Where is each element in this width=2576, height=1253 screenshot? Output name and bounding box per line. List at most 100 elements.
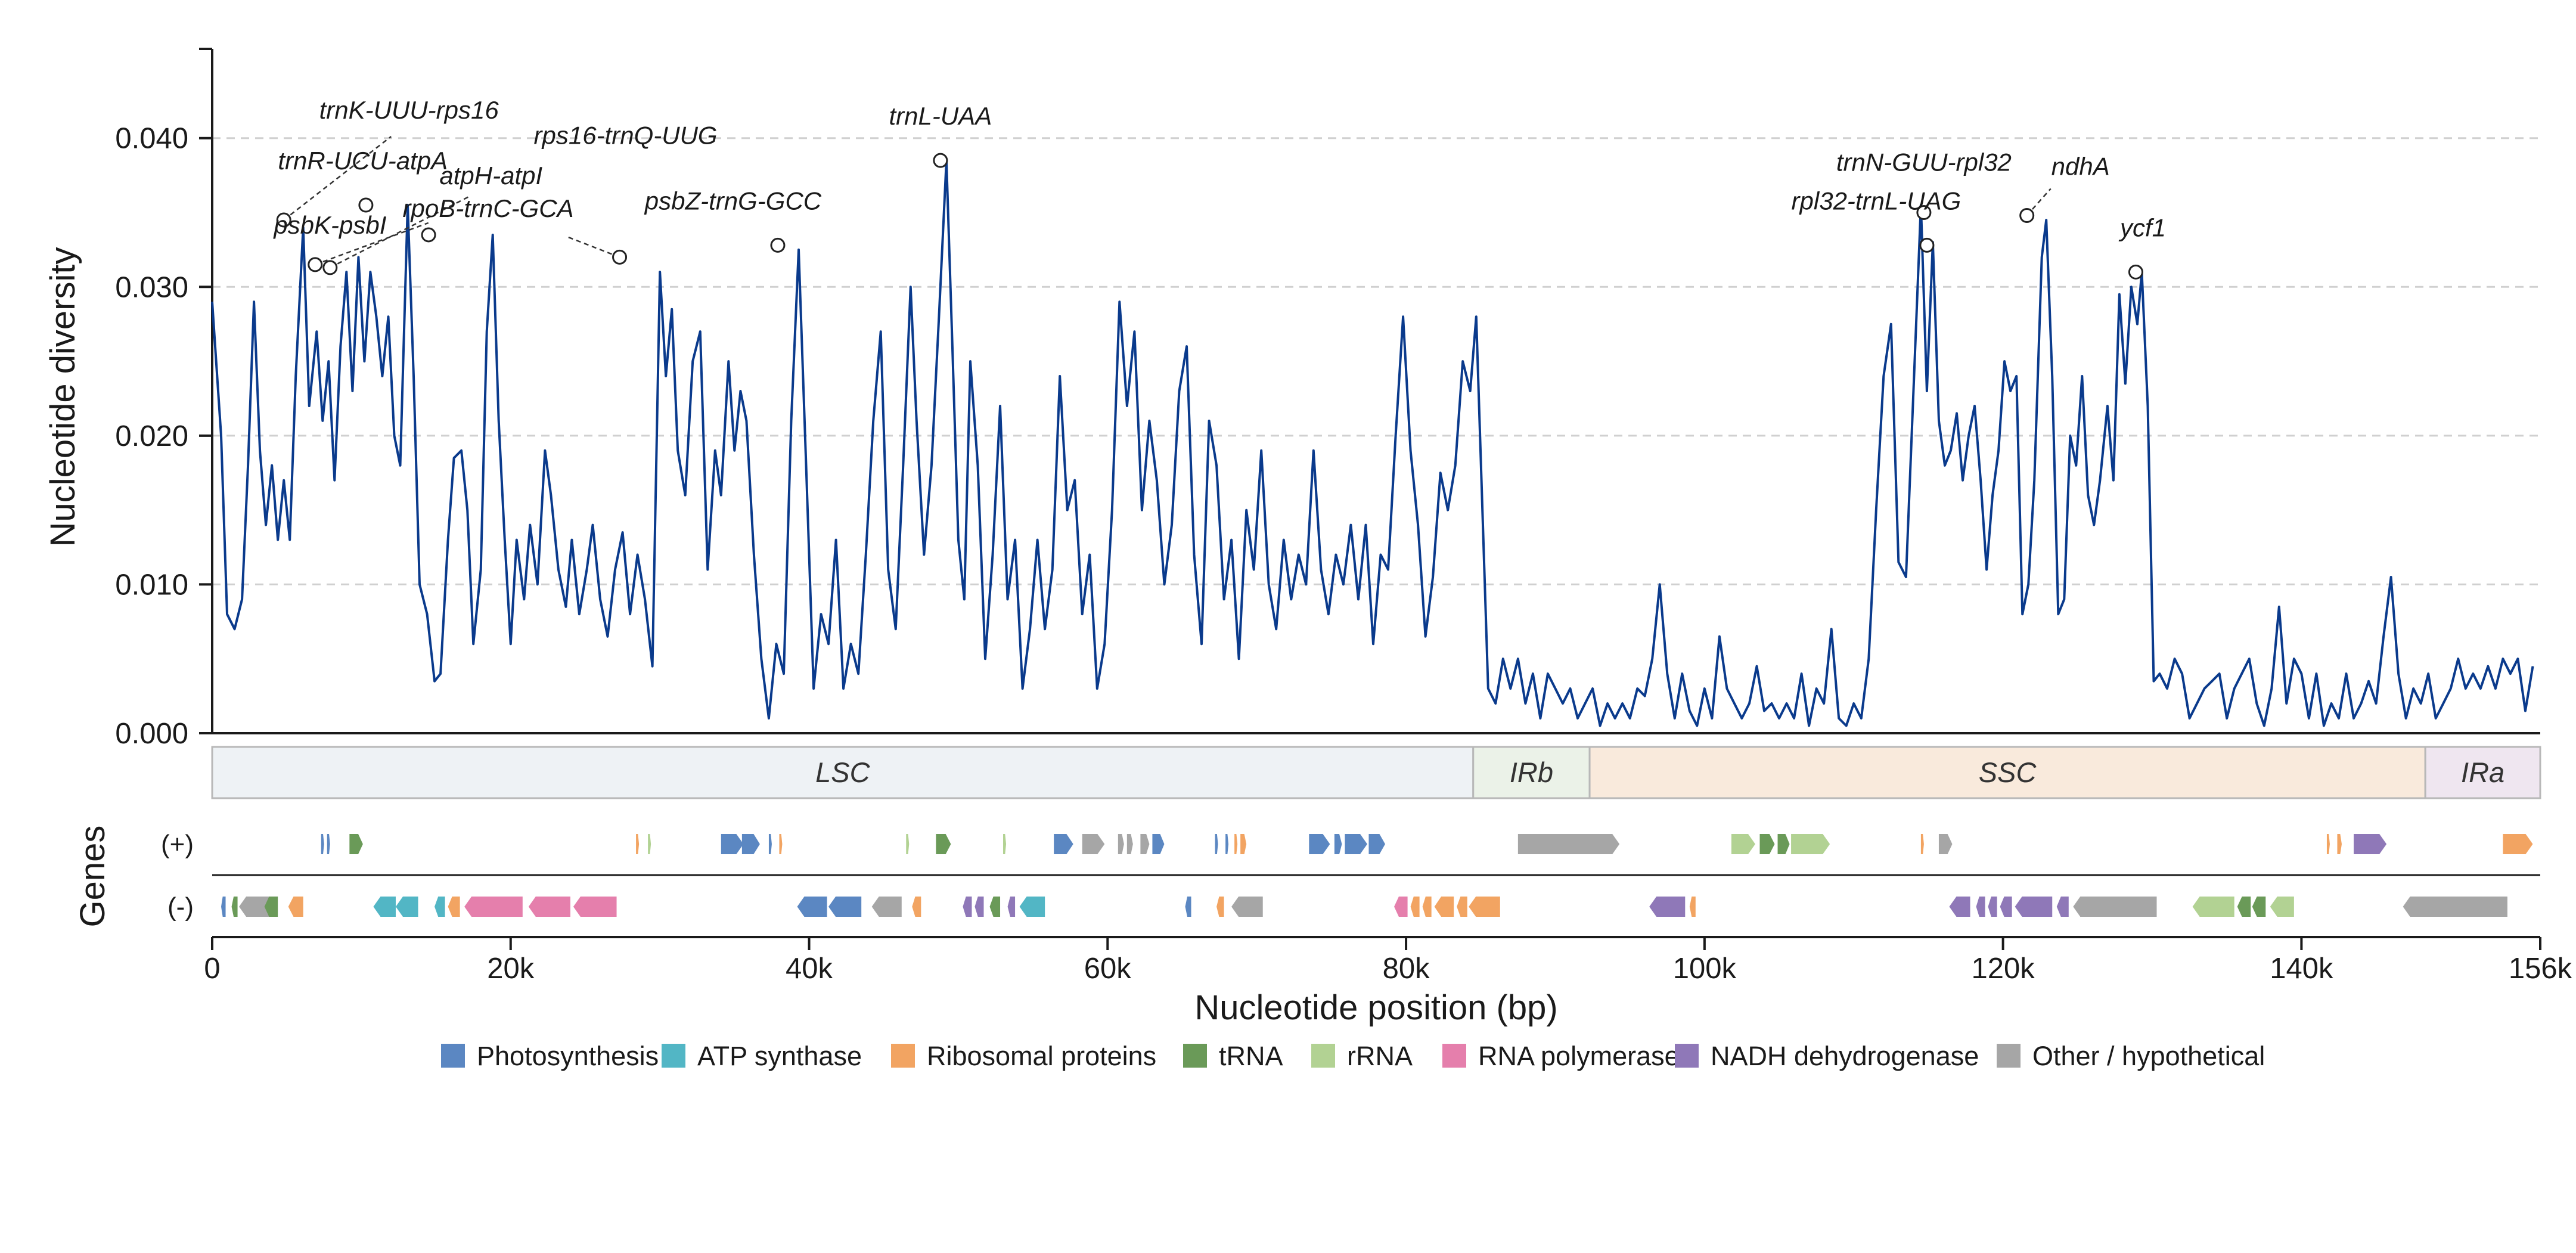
gene-plus (1759, 834, 1775, 854)
legend-label: NADH dehydrogenase (1711, 1041, 1979, 1071)
gene-plus (1938, 834, 1953, 854)
gene-plus (1791, 834, 1830, 854)
y-tick-label: 0.040 (115, 123, 188, 155)
gene-minus (288, 897, 303, 917)
peak-leader-line (2026, 188, 2052, 216)
gene-minus (1394, 897, 1408, 917)
legend-swatch (662, 1044, 685, 1068)
x-tick-label: 0 (204, 953, 220, 985)
x-tick-label: 120k (1971, 953, 2035, 985)
gene-minus (448, 897, 460, 917)
genes-axis-title: Genes (73, 826, 112, 928)
gene-minus (2056, 897, 2069, 917)
peak-leader-line (283, 136, 392, 221)
x-tick-label: 40k (786, 953, 833, 985)
y-tick-label: 0.000 (115, 718, 188, 750)
region-ssc (1588, 746, 2426, 799)
gene-minus (1007, 897, 1016, 917)
gene-minus (395, 897, 418, 917)
legend-swatch (1183, 1044, 1207, 1068)
gene-plus (327, 834, 330, 854)
gene-minus (573, 897, 617, 917)
gene-plus (1920, 834, 1924, 854)
gene-minus (974, 897, 984, 917)
peak-label: trnK-UUU-rps16 (319, 96, 499, 124)
y-tick-label: 0.030 (115, 271, 188, 303)
gene-plus (936, 834, 951, 854)
gene-plus (1345, 834, 1367, 854)
peak-marker (612, 249, 628, 265)
peak-marker (933, 153, 948, 168)
gene-minus (989, 897, 1001, 917)
peak-marker (770, 237, 786, 253)
gene-minus (871, 897, 902, 917)
gene-plus (1368, 834, 1386, 854)
gene-plus (906, 834, 910, 854)
x-axis-title: Nucleotide position (bp) (1194, 988, 1557, 1027)
gene-minus (2073, 897, 2157, 917)
gene-plus (1003, 834, 1007, 854)
minus-strand-label: (-) (167, 892, 194, 922)
x-tick-label: 60k (1084, 953, 1132, 985)
gene-track: (+) (-) Genes (73, 826, 2540, 938)
legend-swatch (1997, 1044, 2021, 1068)
gene-plus (1152, 834, 1165, 854)
gene-minus (2015, 897, 2053, 917)
legend-swatch (1442, 1044, 1466, 1068)
region-label: IRa (2461, 756, 2504, 788)
legend-swatch (891, 1044, 915, 1068)
gene-minus (1185, 897, 1191, 917)
gene-plus (648, 834, 651, 854)
plus-strand-label: (+) (161, 830, 194, 859)
legend-label: Other / hypothetical (2032, 1041, 2265, 1071)
region-lsc (211, 746, 1475, 799)
peak-label: psbK-psbI (272, 211, 386, 239)
gene-minus (464, 897, 523, 917)
legend: Photosynthesis ATP synthase Ribosomal prot… (441, 1041, 2265, 1071)
gene-plus (1082, 834, 1105, 854)
gene-minus (2237, 897, 2251, 917)
gene-minus (912, 897, 921, 917)
legend-label: rRNA (1347, 1041, 1413, 1071)
peak-label: ycf1 (2118, 213, 2166, 241)
peak-marker (358, 197, 374, 213)
y-axis-title: Nucleotide diversity (44, 247, 82, 547)
gene-minus (231, 897, 238, 917)
gene-plus (1240, 834, 1247, 854)
gene-minus (797, 897, 827, 917)
gene-plus (2354, 834, 2387, 854)
peak-leader-line (566, 235, 620, 258)
gene-plus (321, 834, 324, 854)
gene-plus (1225, 834, 1229, 854)
peak-label: psbZ-trnG-GCC (644, 187, 822, 215)
gene-plus (1126, 834, 1133, 854)
x-tick-label: 80k (1383, 953, 1430, 985)
legend-label: RNA polymerase (1478, 1041, 1680, 1071)
gene-minus (264, 897, 278, 917)
gene-plus (1054, 834, 1073, 854)
diversity-line (211, 159, 2534, 727)
gene-minus (828, 897, 862, 917)
peak-label: ndhA (2052, 153, 2110, 181)
gene-minus (1434, 897, 1454, 917)
gene-plus (1309, 834, 1330, 854)
legend-swatch (1675, 1044, 1699, 1068)
gene-minus (2000, 897, 2012, 917)
region-irb (1472, 746, 1591, 799)
gene-minus (1649, 897, 1686, 917)
gene-minus (1689, 897, 1696, 917)
peak-label: atpH-atpI (439, 162, 542, 190)
legend-swatch (441, 1044, 465, 1068)
x-tick-label: 20k (487, 953, 535, 985)
peak-marker (308, 257, 323, 272)
region-ira (2424, 746, 2541, 799)
gene-minus (1949, 897, 1970, 917)
x-tick-label: 100k (1673, 953, 1737, 985)
gene-plus (1517, 834, 1620, 854)
legend-label: tRNA (1219, 1041, 1283, 1071)
peak-marker (276, 212, 291, 228)
gene-plus (721, 834, 744, 854)
gene-minus (1231, 897, 1263, 917)
